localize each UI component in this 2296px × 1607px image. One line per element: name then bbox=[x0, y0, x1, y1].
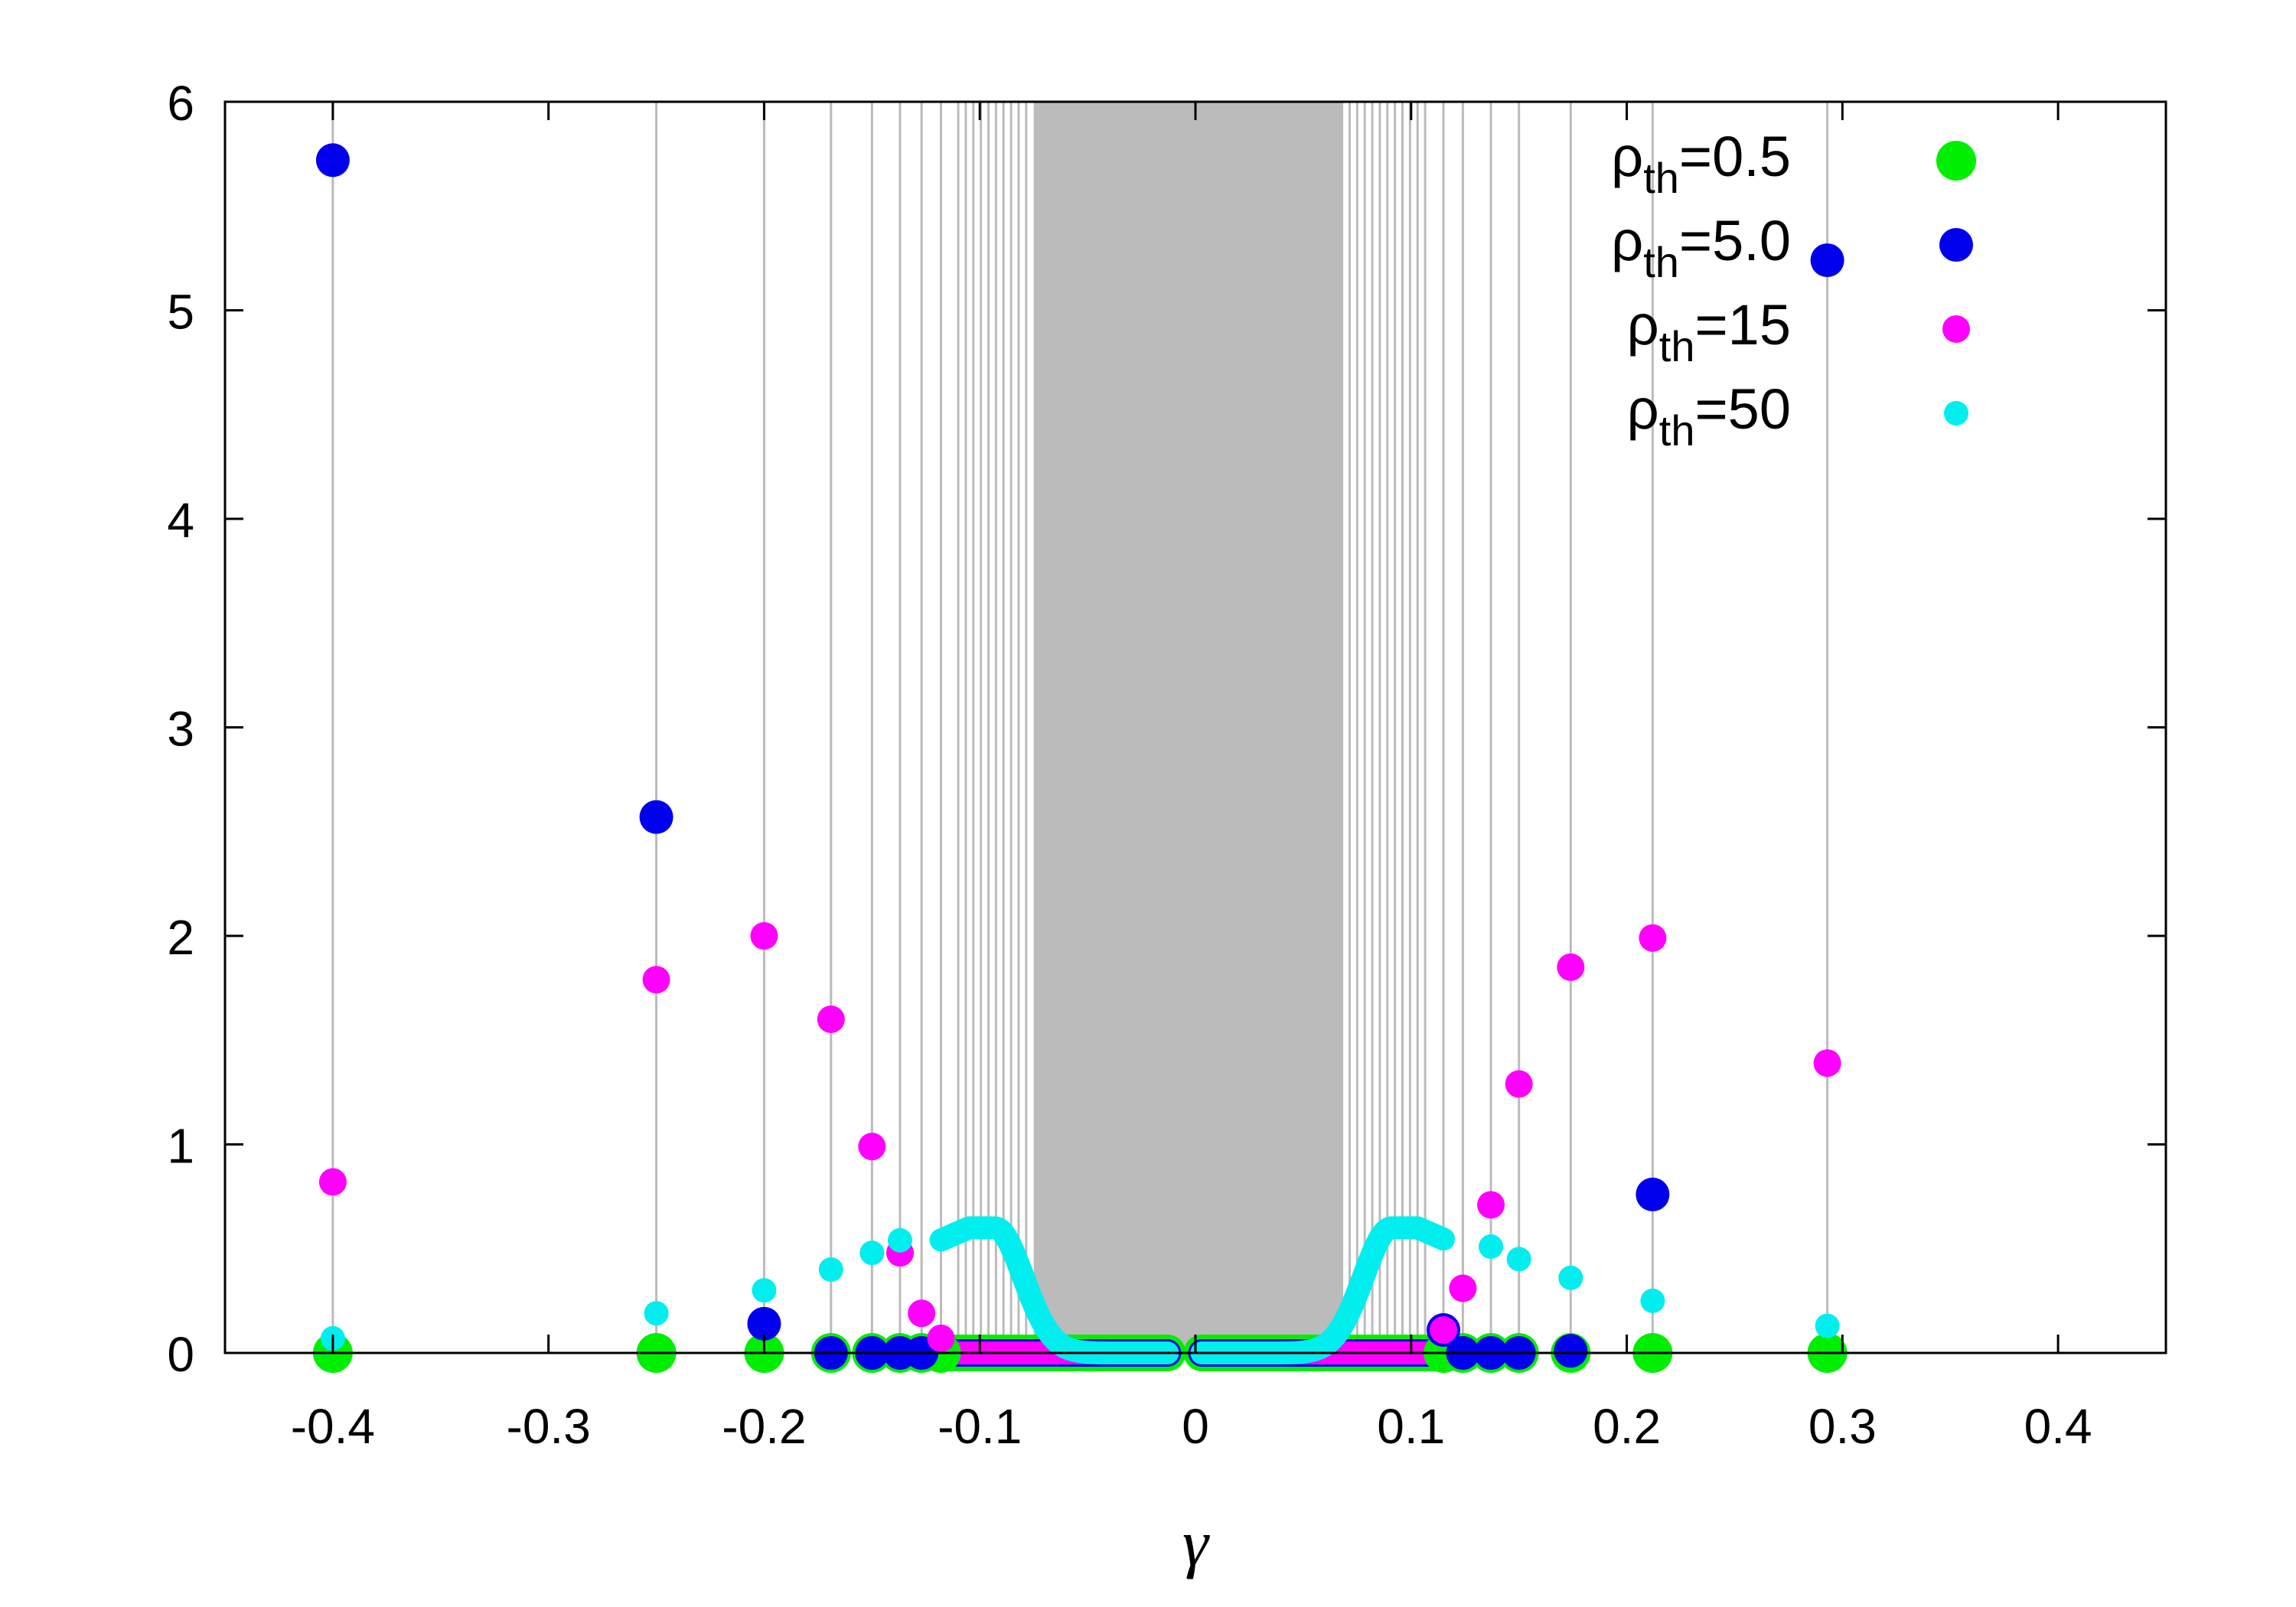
series-3-point bbox=[1506, 1247, 1531, 1272]
series-1-point bbox=[315, 143, 350, 178]
legend-marker-3 bbox=[1944, 401, 1968, 425]
x-axis-label: γ bbox=[1182, 1506, 1210, 1579]
axis-ticks bbox=[225, 100, 2166, 1354]
series-3-point bbox=[1558, 1265, 1583, 1290]
series-3-point bbox=[752, 1278, 777, 1303]
series-2-point bbox=[927, 1324, 955, 1352]
series-1-point bbox=[1810, 243, 1844, 278]
series-2-point bbox=[642, 966, 670, 994]
series-3-point bbox=[1640, 1288, 1665, 1313]
series-3-point bbox=[818, 1257, 843, 1282]
x-tick-label: 0.1 bbox=[1377, 1399, 1445, 1454]
series-3-point bbox=[1815, 1313, 1840, 1338]
series-2-point bbox=[1557, 953, 1585, 981]
series-2-point bbox=[1430, 1316, 1458, 1345]
series-1-point bbox=[747, 1306, 781, 1341]
y-tick-label: 2 bbox=[167, 910, 194, 965]
series-2-point bbox=[1505, 1070, 1533, 1098]
series-3-point bbox=[887, 1227, 912, 1253]
series-1-point bbox=[639, 800, 673, 834]
legend-label-3: ρth=50 bbox=[1627, 377, 1791, 455]
x-tick-label: 0 bbox=[1182, 1399, 1209, 1454]
series-2-point bbox=[908, 1299, 936, 1328]
series-3-point bbox=[1479, 1234, 1504, 1260]
series-1-point bbox=[1554, 1334, 1588, 1368]
series-2-point bbox=[817, 1006, 845, 1033]
y-tick-label: 5 bbox=[167, 285, 194, 340]
x-tick-label: -0.4 bbox=[291, 1399, 375, 1454]
y-tick-label: 4 bbox=[167, 493, 194, 548]
y-tick-label: 3 bbox=[167, 702, 194, 757]
series-2-point bbox=[750, 922, 778, 950]
legend-label-1: ρth=5.0 bbox=[1611, 209, 1791, 286]
legend-label-2: ρth=15 bbox=[1627, 293, 1791, 370]
x-tick-labels: -0.4 -0.3 -0.2 -0.1 0 0.1 0.2 0.3 0.4 bbox=[291, 1399, 2092, 1454]
x-tick-label: 0.2 bbox=[1593, 1399, 1661, 1454]
x-tick-label: -0.1 bbox=[938, 1399, 1022, 1454]
x-tick-label: 0.3 bbox=[1808, 1399, 1877, 1454]
dense-grid-band bbox=[1033, 102, 1342, 1353]
series-2-point bbox=[1449, 1274, 1477, 1302]
y-tick-label: 6 bbox=[167, 76, 194, 131]
series-2-point bbox=[318, 1168, 347, 1196]
x-tick-label: 0.4 bbox=[2024, 1399, 2092, 1454]
series-3-point bbox=[644, 1301, 669, 1326]
legend-label-0: ρth=0.5 bbox=[1611, 125, 1791, 202]
series-2-point bbox=[1477, 1191, 1505, 1219]
legend-marker-1 bbox=[1939, 228, 1973, 262]
series-2-point bbox=[1639, 924, 1667, 952]
grid-lines bbox=[331, 102, 1829, 1353]
series-1-point bbox=[1636, 1177, 1670, 1211]
y-tick-labels: 0 1 2 3 4 5 6 bbox=[167, 76, 194, 1382]
series-2-point bbox=[858, 1133, 886, 1161]
legend-marker-2 bbox=[1942, 315, 1970, 343]
y-tick-label: 0 bbox=[167, 1327, 194, 1382]
x-tick-label: -0.2 bbox=[722, 1399, 806, 1454]
series-3-point bbox=[859, 1240, 885, 1266]
series-2-point bbox=[1813, 1049, 1841, 1077]
legend-marker-0 bbox=[1936, 141, 1976, 181]
y-tick-label: 1 bbox=[167, 1119, 194, 1174]
x-tick-label: -0.3 bbox=[507, 1399, 591, 1454]
